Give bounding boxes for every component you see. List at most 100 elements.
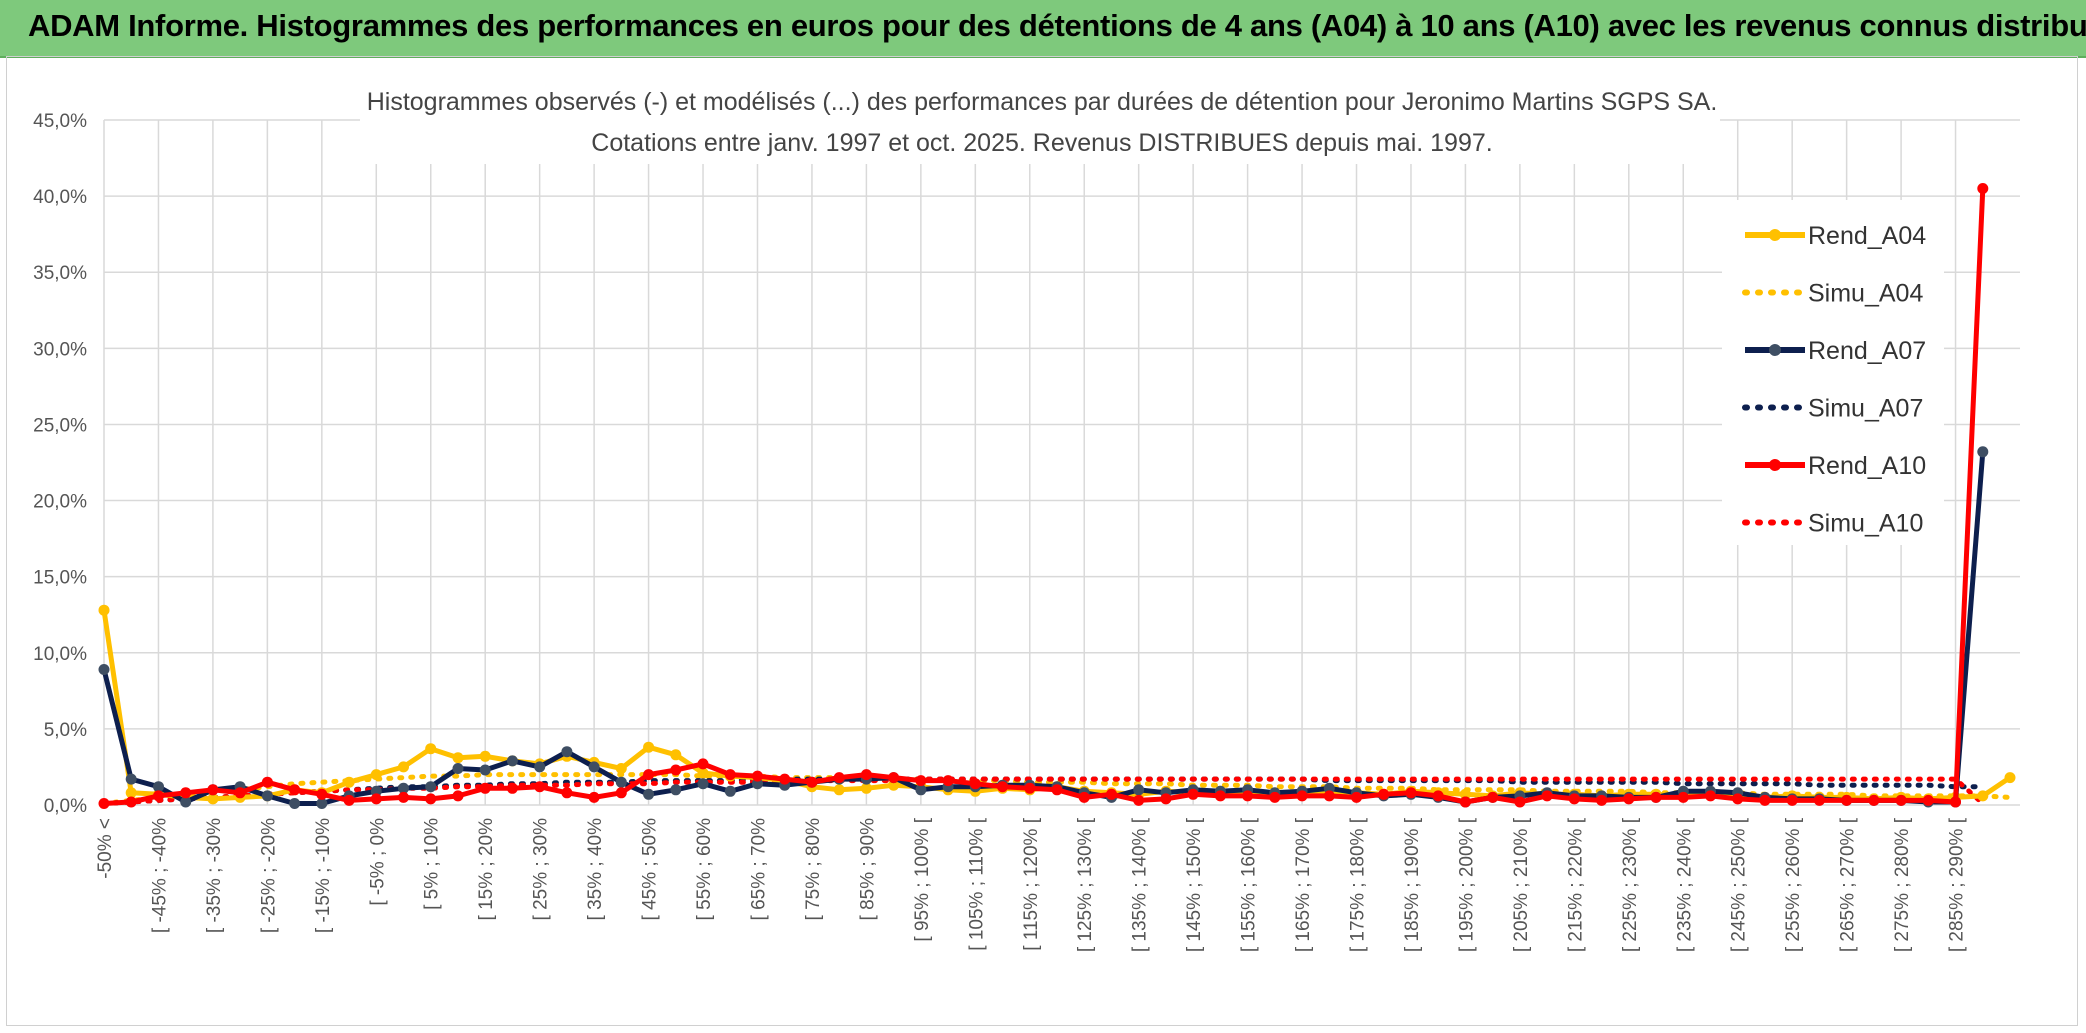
data-point-rend_a04 [425, 743, 437, 755]
data-point-rend_a04 [2004, 772, 2016, 784]
y-tick-label: 30,0% [33, 339, 87, 360]
data-point-rend_a04 [860, 782, 872, 794]
data-point-rend_a10 [153, 790, 164, 802]
data-point-rend_a07 [724, 785, 736, 797]
data-point-rend_a07 [643, 788, 655, 800]
data-point-rend_a10 [833, 772, 845, 784]
data-point-rend_a04 [125, 787, 137, 799]
data-point-rend_a10 [1269, 791, 1281, 803]
data-point-rend_a10 [806, 776, 818, 788]
data-point-rend_a10 [915, 775, 927, 787]
data-point-rend_a10 [779, 773, 791, 785]
data-point-rend_a10 [1487, 791, 1499, 803]
report-banner: ADAM Informe. Histogrammes des performan… [0, 0, 2086, 58]
legend-label-rend_a10: Rend_A10 [1808, 452, 1926, 480]
data-point-rend_a10 [234, 787, 246, 799]
data-point-rend_a10 [1650, 791, 1662, 803]
data-point-rend_a10 [316, 788, 328, 800]
data-point-rend_a04 [697, 767, 709, 779]
chart-frame [6, 56, 2078, 1026]
y-tick-label: 10,0% [33, 644, 87, 665]
x-tick-label: [ 155% ; 160% [ [1239, 817, 1260, 952]
data-point-rend_a10 [1024, 782, 1036, 794]
y-tick-label: 40,0% [33, 187, 87, 208]
x-tick-label: [ 125% ; 130% [ [1075, 817, 1096, 952]
data-point-rend_a07 [316, 798, 328, 809]
data-point-rend_a07 [588, 761, 600, 773]
data-point-rend_a10 [615, 787, 627, 799]
data-point-rend_a10 [1895, 794, 1907, 806]
x-tick-label: [ -15% ; -10% [313, 818, 334, 933]
x-tick-label: [ 45% ; 50% [640, 818, 661, 921]
x-tick-label: [ 75% ; 80% [803, 818, 824, 921]
data-point-rend_a07 [370, 785, 382, 797]
x-tick-label: [ 275% ; 280% [ [1892, 817, 1913, 952]
data-point-rend_a10 [670, 764, 682, 776]
data-point-rend_a07 [670, 784, 682, 796]
data-point-rend_a10 [1541, 790, 1553, 802]
data-point-rend_a04 [207, 793, 219, 805]
data-point-rend_a10 [1568, 793, 1580, 805]
series-line-rend_a10 [103, 188, 1986, 806]
data-point-rend_a04 [1977, 790, 1989, 802]
data-point-rend_a10 [1214, 790, 1226, 802]
data-point-rend_a07 [125, 773, 137, 785]
data-point-rend_a07 [697, 778, 709, 790]
data-point-rend_a10 [1405, 787, 1417, 799]
data-point-rend_a10 [997, 781, 1008, 793]
data-point-rend_a07 [1133, 784, 1145, 796]
data-point-rend_a10 [506, 782, 518, 794]
series-line-rend_a07 [101, 451, 1986, 806]
series-lines [98, 183, 2016, 809]
series-line-simu_a10 [101, 776, 1986, 806]
data-point-rend_a07 [289, 798, 301, 809]
data-point-rend_a07 [1977, 446, 1989, 458]
x-tick-label: [ 5% ; 10% [422, 818, 443, 910]
data-point-rend_a10 [888, 772, 900, 784]
data-point-rend_a07 [180, 796, 192, 808]
y-tick-label: 25,0% [33, 415, 87, 436]
x-tick-label: [ -5% ; 0% [367, 818, 388, 906]
data-point-rend_a10 [1187, 788, 1199, 800]
data-point-rend_a10 [1351, 791, 1362, 803]
data-point-rend_a07 [1323, 782, 1335, 794]
y-tick-label: 20,0% [33, 492, 87, 513]
data-point-rend_a10 [452, 790, 464, 802]
data-point-rend_a07 [752, 778, 763, 790]
x-tick-label: [ 25% ; 30% [531, 818, 552, 921]
data-point-rend_a10 [1078, 791, 1090, 803]
data-point-rend_a04 [615, 763, 627, 774]
legend-label-simu_a04: Simu_A04 [1808, 280, 1923, 308]
legend-background [1722, 200, 1944, 545]
data-point-rend_a10 [98, 798, 110, 809]
x-tick-label: [ 215% ; 220% [ [1565, 817, 1586, 952]
x-tick-label: [ 165% ; 170% [ [1293, 817, 1314, 952]
data-point-rend_a10 [1922, 794, 1934, 806]
data-point-rend_a10 [1705, 790, 1716, 802]
data-point-rend_a07 [534, 761, 546, 773]
data-point-rend_a10 [1296, 790, 1308, 802]
series-line-simu_a07 [101, 776, 1986, 806]
data-point-rend_a07 [425, 781, 437, 793]
x-tick-label: [ 95% ; 100% [ [912, 817, 933, 941]
x-tick-label: -50% < [95, 818, 116, 879]
data-point-rend_a07 [615, 776, 627, 788]
x-tick-label: [ 195% ; 200% [ [1456, 817, 1477, 952]
chart-title-background [360, 76, 1720, 164]
data-point-rend_a10 [942, 775, 954, 787]
data-point-rend_a10 [534, 781, 546, 793]
data-point-rend_a07 [261, 790, 273, 802]
x-tick-label: [ -35% ; -30% [204, 818, 225, 933]
data-point-rend_a10 [1977, 183, 1989, 194]
x-tick-label: [ 225% ; 230% [ [1620, 817, 1641, 952]
data-point-rend_a10 [1323, 790, 1335, 802]
data-point-rend_a04 [888, 779, 900, 791]
data-point-rend_a10 [1432, 790, 1444, 802]
data-point-rend_a10 [588, 791, 600, 803]
data-point-rend_a10 [261, 776, 273, 788]
data-point-rend_a04 [833, 784, 845, 796]
data-point-rend_a10 [125, 796, 137, 808]
data-point-rend_a10 [479, 782, 491, 794]
data-point-rend_a07 [452, 763, 464, 774]
